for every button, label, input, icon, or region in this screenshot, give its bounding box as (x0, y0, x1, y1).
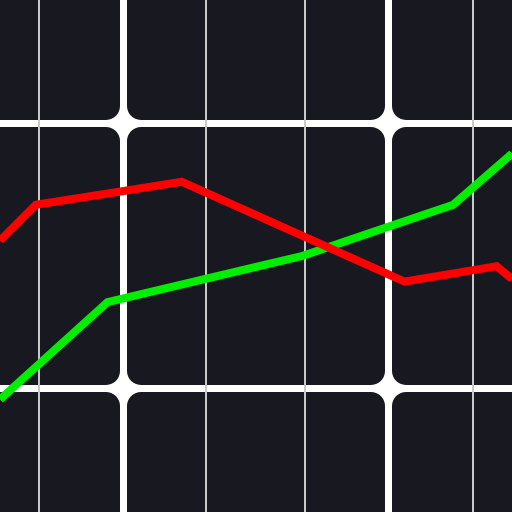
tile-bottom-center (127, 392, 385, 512)
tile-top-center (127, 0, 385, 120)
tile-top-left (0, 0, 120, 120)
tile-top-right (392, 0, 512, 120)
tile-bottom-right (392, 392, 512, 512)
tile-bottom-left (0, 392, 120, 512)
